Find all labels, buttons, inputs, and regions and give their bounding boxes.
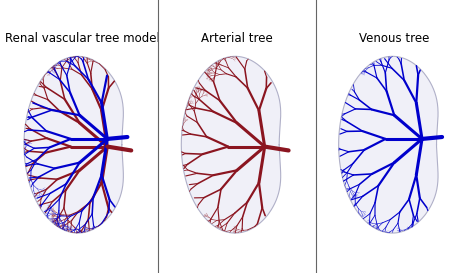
Polygon shape	[338, 56, 438, 233]
Title: Arterial tree: Arterial tree	[201, 32, 273, 45]
Polygon shape	[24, 56, 123, 233]
Title: Venous tree: Venous tree	[359, 32, 429, 45]
Text: Renal vascular tree model: Renal vascular tree model	[5, 32, 160, 45]
Polygon shape	[181, 56, 281, 233]
